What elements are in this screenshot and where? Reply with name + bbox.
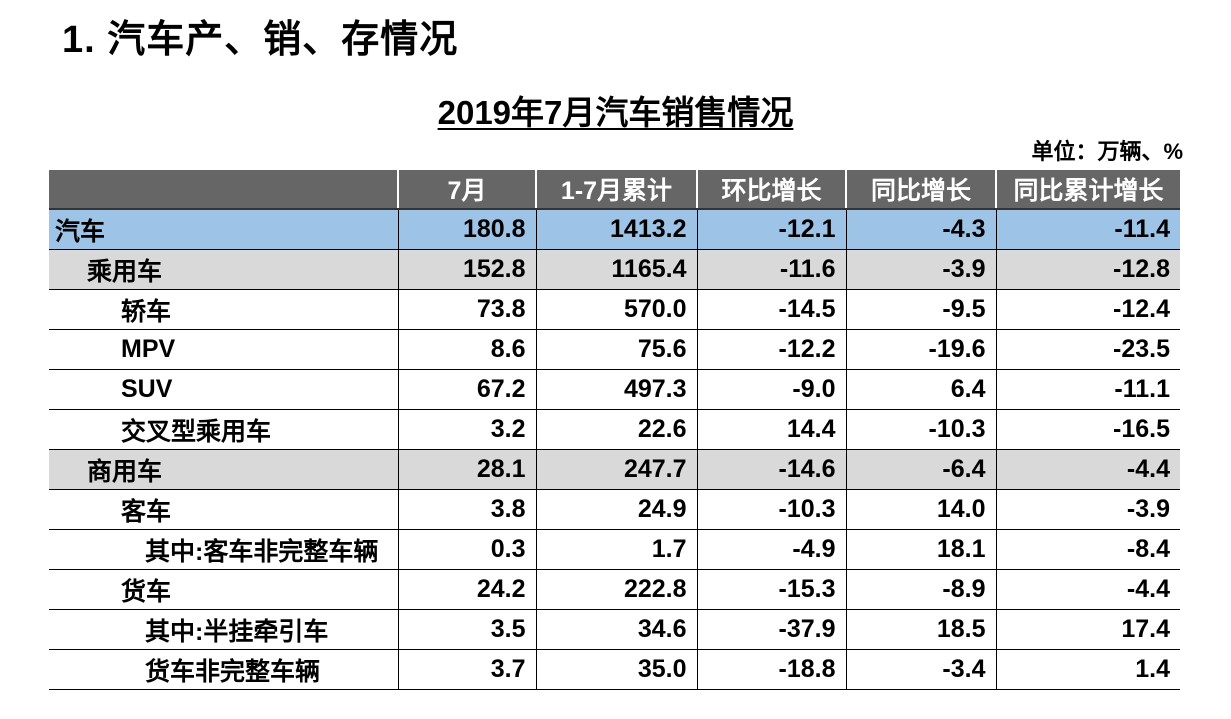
cumulative-value-cell: 570.0	[536, 289, 698, 330]
cumulative-value-cell: 22.6	[536, 409, 698, 450]
cumulative-value-cell: 35.0	[536, 649, 698, 690]
column-header-mom-growth: 环比增长	[697, 170, 847, 210]
table-row: 其中:客车非完整车辆 0.3 1.7 -4.9 18.1 -8.4	[49, 529, 1180, 570]
month-value-cell: 3.8	[398, 489, 537, 530]
yoy-cumulative-growth-cell: 17.4	[996, 609, 1180, 650]
mom-growth-cell: -11.6	[697, 249, 847, 290]
mom-growth-cell: -4.9	[697, 529, 847, 570]
row-category-cell: MPV	[49, 329, 399, 370]
mom-growth-cell: -18.8	[697, 649, 847, 690]
mom-growth-cell: -9.0	[697, 369, 847, 410]
cumulative-value-cell: 497.3	[536, 369, 698, 410]
cumulative-value-cell: 24.9	[536, 489, 698, 530]
table-row: 货车非完整车辆 3.7 35.0 -18.8 -3.4 1.4	[49, 649, 1180, 690]
cumulative-value-cell: 75.6	[536, 329, 698, 370]
month-value-cell: 3.5	[398, 609, 537, 650]
yoy-cumulative-growth-cell: 1.4	[996, 649, 1180, 690]
table-row: 客车 3.8 24.9 -10.3 14.0 -3.9	[49, 489, 1180, 530]
column-header-cumulative: 1-7月累计	[536, 170, 698, 210]
table-row: 汽车 180.8 1413.2 -12.1 -4.3 -11.4	[49, 209, 1180, 250]
yoy-growth-cell: -8.9	[846, 569, 997, 610]
yoy-cumulative-growth-cell: -3.9	[996, 489, 1180, 530]
yoy-growth-cell: 18.1	[846, 529, 997, 570]
cumulative-value-cell: 1.7	[536, 529, 698, 570]
cumulative-value-cell: 247.7	[536, 449, 698, 490]
cumulative-value-cell: 1413.2	[536, 209, 698, 250]
sales-table: 7月 1-7月累计 环比增长 同比增长 同比累计增长 汽车 180.8 1413.2…	[49, 170, 1180, 690]
row-category-cell: 汽车	[49, 209, 399, 250]
yoy-cumulative-growth-cell: -12.8	[996, 249, 1180, 290]
yoy-growth-cell: -10.3	[846, 409, 997, 450]
mom-growth-cell: -15.3	[697, 569, 847, 610]
cumulative-value-cell: 34.6	[536, 609, 698, 650]
yoy-growth-cell: -6.4	[846, 449, 997, 490]
month-value-cell: 73.8	[398, 289, 537, 330]
table-row: MPV 8.6 75.6 -12.2 -19.6 -23.5	[49, 329, 1180, 370]
header-row: 7月 1-7月累计 环比增长 同比增长 同比累计增长	[49, 170, 1180, 210]
yoy-growth-cell: -3.4	[846, 649, 997, 690]
mom-growth-cell: -37.9	[697, 609, 847, 650]
mom-growth-cell: -14.5	[697, 289, 847, 330]
yoy-growth-cell: 18.5	[846, 609, 997, 650]
mom-growth-cell: -12.2	[697, 329, 847, 370]
yoy-cumulative-growth-cell: -11.4	[996, 209, 1180, 250]
cumulative-value-cell: 1165.4	[536, 249, 698, 290]
mom-growth-cell: -12.1	[697, 209, 847, 250]
month-value-cell: 152.8	[398, 249, 537, 290]
month-value-cell: 28.1	[398, 449, 537, 490]
table-title-text: 2019年7月汽车销售情况	[437, 94, 794, 131]
yoy-growth-cell: 6.4	[846, 369, 997, 410]
table-row: 其中:半挂牵引车 3.5 34.6 -37.9 18.5 17.4	[49, 609, 1180, 650]
row-category-cell: 商用车	[49, 449, 399, 490]
column-header-month: 7月	[398, 170, 537, 210]
row-category-cell: SUV	[49, 369, 399, 410]
row-category-cell: 货车	[49, 569, 399, 610]
yoy-growth-cell: -4.3	[846, 209, 997, 250]
table-body: 汽车 180.8 1413.2 -12.1 -4.3 -11.4 乘用车 152.8 1165.…	[49, 209, 1180, 690]
column-header-category	[49, 170, 399, 210]
row-category-cell: 其中:半挂牵引车	[49, 609, 399, 650]
yoy-growth-cell: -9.5	[846, 289, 997, 330]
yoy-cumulative-growth-cell: -16.5	[996, 409, 1180, 450]
mom-growth-cell: 14.4	[697, 409, 847, 450]
cumulative-value-cell: 222.8	[536, 569, 698, 610]
table-title: 2019年7月汽车销售情况	[0, 86, 1231, 134]
section-heading: 1. 汽车产、销、存情况	[62, 19, 459, 61]
yoy-cumulative-growth-cell: -4.4	[996, 449, 1180, 490]
month-value-cell: 3.2	[398, 409, 537, 450]
yoy-growth-cell: -19.6	[846, 329, 997, 370]
month-value-cell: 3.7	[398, 649, 537, 690]
yoy-growth-cell: 14.0	[846, 489, 997, 530]
table-row: 交叉型乘用车 3.2 22.6 14.4 -10.3 -16.5	[49, 409, 1180, 450]
row-category-cell: 其中:客车非完整车辆	[49, 529, 399, 570]
row-category-cell: 货车非完整车辆	[49, 649, 399, 690]
yoy-cumulative-growth-cell: -4.4	[996, 569, 1180, 610]
column-header-yoy-growth: 同比增长	[846, 170, 997, 210]
mom-growth-cell: -14.6	[697, 449, 847, 490]
yoy-growth-cell: -3.9	[846, 249, 997, 290]
month-value-cell: 180.8	[398, 209, 537, 250]
mom-growth-cell: -10.3	[697, 489, 847, 530]
unit-label: 单位：万辆、%	[1031, 139, 1183, 164]
table-row: 乘用车 152.8 1165.4 -11.6 -3.9 -12.8	[49, 249, 1180, 290]
yoy-cumulative-growth-cell: -8.4	[996, 529, 1180, 570]
row-category-cell: 客车	[49, 489, 399, 530]
row-category-cell: 交叉型乘用车	[49, 409, 399, 450]
table-row: 货车 24.2 222.8 -15.3 -8.9 -4.4	[49, 569, 1180, 610]
column-header-yoy-cumulative-growth: 同比累计增长	[996, 170, 1180, 210]
month-value-cell: 8.6	[398, 329, 537, 370]
table-row: 轿车 73.8 570.0 -14.5 -9.5 -12.4	[49, 289, 1180, 330]
table-header: 7月 1-7月累计 环比增长 同比增长 同比累计增长	[49, 170, 1180, 210]
row-category-cell: 乘用车	[49, 249, 399, 290]
yoy-cumulative-growth-cell: -11.1	[996, 369, 1180, 410]
yoy-cumulative-growth-cell: -23.5	[996, 329, 1180, 370]
row-category-cell: 轿车	[49, 289, 399, 330]
month-value-cell: 67.2	[398, 369, 537, 410]
month-value-cell: 24.2	[398, 569, 537, 610]
month-value-cell: 0.3	[398, 529, 537, 570]
table-row: SUV 67.2 497.3 -9.0 6.4 -11.1	[49, 369, 1180, 410]
yoy-cumulative-growth-cell: -12.4	[996, 289, 1180, 330]
table-row: 商用车 28.1 247.7 -14.6 -6.4 -4.4	[49, 449, 1180, 490]
